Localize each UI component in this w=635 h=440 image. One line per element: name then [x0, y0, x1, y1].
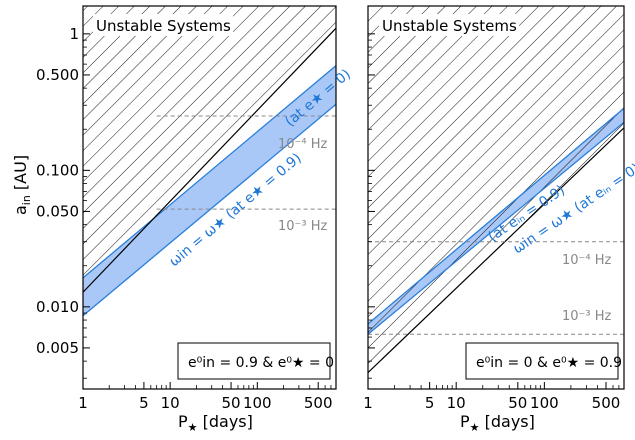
band-upper-edge — [83, 65, 336, 279]
unstable-label: Unstable Systems — [96, 17, 231, 35]
x-ticks: 1 5 10 50 100 500 — [78, 382, 337, 412]
x-axis-label-left: P★ [days] — [178, 412, 253, 434]
left-panel: 1 5 10 50 100 500 0.005 0.010 0.050 0.100 0.500 1 … — [11, 5, 354, 434]
band-upper-label: (at e★ = 0) — [282, 66, 354, 130]
x-ticks: 1 5 10 50 100 500 — [363, 382, 625, 412]
x-tick-label: 100 — [243, 394, 272, 412]
y-tick-label: 0.010 — [36, 298, 79, 316]
unstable-label: Unstable Systems — [382, 17, 517, 35]
y-tick-label: 0.500 — [36, 66, 79, 84]
resonance-band — [83, 65, 336, 316]
x-tick-label: 50 — [222, 394, 241, 412]
x-tick-label: 5 — [139, 394, 149, 412]
y-axis-label: ain [AU] — [11, 155, 33, 215]
x-tick-label: 50 — [508, 394, 527, 412]
x-tick-label: 10 — [161, 394, 180, 412]
freq-label-1e-4: 10⁻⁴ Hz — [278, 137, 328, 152]
x-tick-label: 500 — [304, 394, 333, 412]
band-upper-edge — [368, 107, 624, 325]
band-hatch-overlay — [368, 108, 624, 335]
y-tick-label: 0.100 — [36, 161, 79, 179]
x-tick-label: 1 — [78, 394, 88, 412]
stability-boundary — [368, 127, 624, 373]
band-lower-edge — [368, 121, 624, 335]
y-ticks: 0.005 0.010 0.050 0.100 0.500 1 — [36, 25, 90, 379]
legend-text: e⁰in = 0.9 & e⁰★ = 0 — [188, 355, 334, 371]
unstable-label-bg — [93, 14, 233, 36]
freq-label-1e-4: 10⁻⁴ Hz — [562, 253, 612, 268]
legend-text: e⁰in = 0 & e⁰★ = 0.9 — [476, 355, 622, 371]
x-axis-label-right: P★ [days] — [460, 412, 535, 434]
legend-box — [465, 342, 619, 380]
legend-box — [177, 342, 331, 380]
y-tick-label: 0.005 — [36, 339, 79, 357]
x-tick-label: 100 — [530, 394, 559, 412]
x-tick-label: 5 — [425, 394, 435, 412]
freq-label-1e-3: 10⁻³ Hz — [278, 219, 328, 234]
unstable-label-bg — [379, 14, 519, 36]
y-tick-label: 1 — [69, 25, 79, 43]
y-tick-label: 0.050 — [36, 202, 79, 220]
x-tick-label: 500 — [592, 394, 621, 412]
plot-frame — [82, 5, 337, 390]
y-ticks — [368, 33, 375, 379]
band-lower-edge — [83, 103, 336, 317]
x-tick-label: 1 — [363, 394, 373, 412]
freq-label-1e-3: 10⁻³ Hz — [562, 309, 612, 324]
right-panel: 1 5 10 50 100 500 Unstable Systems 10⁻⁴ Hz 10… — [363, 5, 635, 434]
plot-frame — [367, 5, 625, 390]
unstable-region — [83, 6, 336, 293]
x-tick-label: 10 — [447, 394, 466, 412]
stability-boundary — [83, 27, 336, 293]
